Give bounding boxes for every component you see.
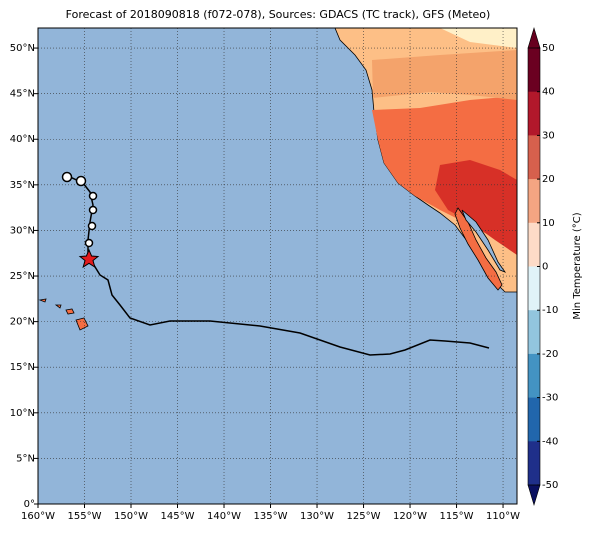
x-tick-label: 110°W bbox=[486, 511, 520, 522]
y-tick-label: 25°N bbox=[10, 271, 35, 282]
y-tick-label: 20°N bbox=[10, 317, 35, 328]
colorbar-tick-label: -10 bbox=[542, 305, 558, 316]
colorbar-tick-label: 10 bbox=[542, 218, 555, 229]
colorbar-tick-label: 50 bbox=[542, 43, 555, 54]
map-frame bbox=[37, 27, 518, 505]
y-tick-label: 15°N bbox=[10, 362, 35, 373]
colorbar-band bbox=[528, 353, 540, 399]
land bbox=[38, 27, 518, 331]
colorbar-tick-label: -30 bbox=[542, 393, 558, 404]
x-tick-label: 130°W bbox=[300, 511, 334, 522]
y-tick-label: 40°N bbox=[10, 134, 35, 145]
colorbar-band bbox=[528, 222, 540, 267]
y-tick-label: 0° bbox=[24, 499, 35, 510]
colorbar-tick-label: 20 bbox=[542, 174, 555, 185]
x-tick-label: 140°W bbox=[207, 511, 241, 522]
colorbar-under bbox=[527, 484, 541, 507]
x-tick-label: 115°W bbox=[440, 511, 474, 522]
colorbar-band bbox=[528, 91, 540, 136]
x-tick-label: 150°W bbox=[114, 511, 148, 522]
y-tick-label: 45°N bbox=[10, 89, 35, 100]
colorbar-tick-label: -20 bbox=[542, 349, 558, 360]
colorbar-band bbox=[528, 310, 540, 355]
colorbar-band bbox=[528, 179, 540, 224]
storm-track bbox=[61, 171, 490, 356]
colorbar-tick-label: -50 bbox=[542, 480, 558, 491]
x-tick-label: 160°W bbox=[21, 511, 55, 522]
x-tick-label: 135°W bbox=[254, 511, 288, 522]
colorbar-tick-label: 40 bbox=[542, 87, 555, 98]
colorbar-band bbox=[528, 266, 540, 311]
x-tick-label: 120°W bbox=[393, 511, 427, 522]
colorbar-tick-label: 0 bbox=[542, 262, 548, 273]
colorbar-tick-label: -40 bbox=[542, 436, 558, 447]
colorbar-band bbox=[528, 441, 540, 486]
colorbar-band bbox=[528, 135, 540, 180]
colorbar-band bbox=[528, 397, 540, 442]
y-tick-label: 30°N bbox=[10, 225, 35, 236]
x-tick-label: 155°W bbox=[68, 511, 102, 522]
y-tick-label: 10°N bbox=[10, 408, 35, 419]
x-tick-label: 125°W bbox=[347, 511, 381, 522]
colorbar-over bbox=[527, 26, 541, 49]
y-tick-label: 5°N bbox=[16, 453, 35, 464]
x-tick-label: 145°W bbox=[161, 511, 195, 522]
y-tick-label: 35°N bbox=[10, 180, 35, 191]
colorbar-band bbox=[528, 48, 540, 93]
colorbar-tick-label: 30 bbox=[542, 130, 555, 141]
map-title: Forecast of 2018090818 (f072-078), Sourc… bbox=[66, 8, 491, 21]
colorbar: 50 40 30 20 10 0 -10 -20 -30 -40 -50 bbox=[527, 26, 558, 507]
y-tick-label: 50°N bbox=[10, 43, 35, 54]
colorbar-label: Min Temperature (°C) bbox=[572, 212, 583, 319]
